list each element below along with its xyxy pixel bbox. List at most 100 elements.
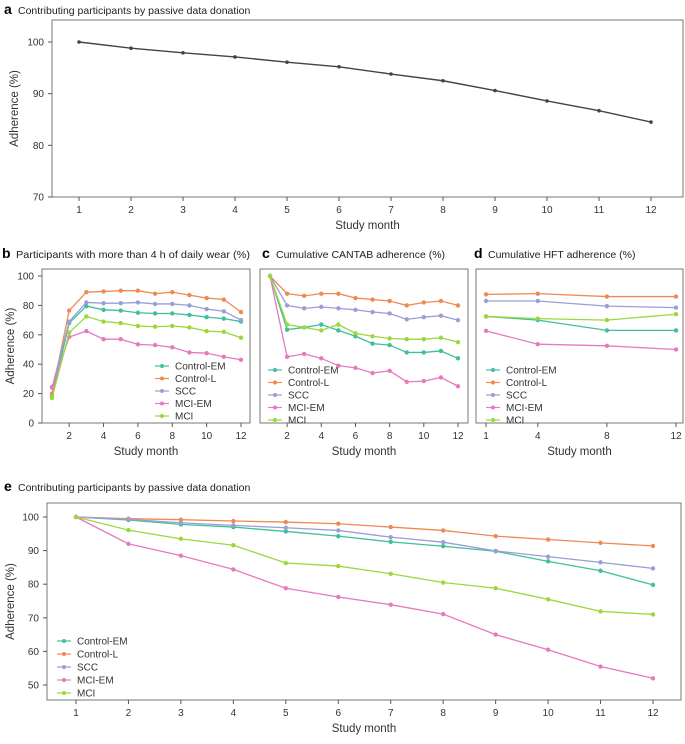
data-point xyxy=(404,303,409,308)
legend-marker xyxy=(160,401,164,406)
data-point xyxy=(353,331,358,336)
data-point xyxy=(438,375,444,380)
data-point xyxy=(84,314,89,319)
legend-marker xyxy=(62,678,66,682)
data-point xyxy=(598,560,603,565)
legend-marker xyxy=(160,414,164,418)
data-point xyxy=(421,378,427,384)
plot-frame xyxy=(46,502,682,701)
data-point xyxy=(535,316,541,321)
plot-frame xyxy=(475,268,684,424)
x-axis-label: Study month xyxy=(335,220,400,232)
data-point xyxy=(284,291,290,296)
data-point xyxy=(118,320,123,326)
data-point xyxy=(152,311,158,316)
data-point xyxy=(152,301,158,307)
x-axis-label: Study month xyxy=(332,446,397,458)
data-point xyxy=(66,319,72,324)
y-tick-label: 60 xyxy=(23,330,35,341)
x-axis-label: Study month xyxy=(114,446,179,458)
y-tick-label: 60 xyxy=(28,647,40,658)
data-point xyxy=(204,295,209,301)
legend-label: SCC xyxy=(288,391,309,402)
data-point xyxy=(387,311,392,316)
x-tick-label: 6 xyxy=(336,205,342,216)
x-tick-label: 1 xyxy=(73,708,79,719)
data-point xyxy=(353,295,358,301)
x-tick-label: 2 xyxy=(66,431,72,442)
data-point xyxy=(221,354,227,360)
legend-label: MCI xyxy=(506,416,524,427)
data-point xyxy=(284,303,290,308)
data-point xyxy=(319,304,324,310)
legend-marker xyxy=(491,368,495,372)
data-point xyxy=(170,289,175,295)
data-point xyxy=(649,120,653,124)
data-point xyxy=(404,317,409,322)
x-tick-label: 6 xyxy=(335,708,341,719)
data-point xyxy=(545,554,551,559)
data-point xyxy=(84,328,89,334)
data-point xyxy=(336,322,341,327)
data-point xyxy=(152,324,158,329)
data-point xyxy=(598,664,603,669)
x-tick-label: 4 xyxy=(535,431,541,442)
data-point xyxy=(187,303,192,308)
series-mci-em xyxy=(73,514,656,681)
plot-frame xyxy=(41,268,251,424)
data-point xyxy=(129,46,133,50)
data-point xyxy=(493,632,498,637)
chart-title: Cumulative HFT adherence (%) xyxy=(488,249,635,261)
data-point xyxy=(650,566,656,571)
legend-marker xyxy=(160,389,164,393)
data-point xyxy=(438,348,444,354)
data-point xyxy=(483,298,489,304)
plot-frame xyxy=(51,19,684,198)
data-point xyxy=(440,544,446,549)
x-tick-label: 4 xyxy=(318,431,324,442)
legend-label: Control-L xyxy=(506,378,548,389)
data-point xyxy=(336,594,341,600)
data-point xyxy=(238,357,244,362)
legend-marker xyxy=(160,364,164,368)
data-point xyxy=(455,303,461,308)
data-point xyxy=(126,527,131,533)
data-point xyxy=(101,307,106,313)
series-mci xyxy=(483,312,679,323)
data-point xyxy=(204,328,209,334)
series-all-participants xyxy=(77,40,653,124)
legend-label: MCI xyxy=(77,689,95,700)
data-point xyxy=(440,540,446,545)
data-point xyxy=(204,350,209,356)
data-point xyxy=(404,379,409,385)
series-scc xyxy=(267,273,461,323)
series-line xyxy=(51,305,242,397)
x-tick-label: 4 xyxy=(232,205,238,216)
legend-label: Control-EM xyxy=(506,366,557,377)
data-point xyxy=(178,553,184,558)
data-point xyxy=(301,306,307,311)
data-point xyxy=(319,356,324,361)
data-point xyxy=(126,517,131,522)
legend-marker xyxy=(273,418,277,422)
y-tick-label: 20 xyxy=(23,389,35,400)
x-tick-label: 2 xyxy=(284,431,290,442)
data-point xyxy=(673,294,679,299)
series-scc xyxy=(483,298,679,310)
data-point xyxy=(178,536,184,542)
x-tick-label: 5 xyxy=(284,205,290,216)
data-point xyxy=(673,328,679,333)
data-point xyxy=(221,309,227,314)
data-point xyxy=(187,325,192,330)
series-line xyxy=(269,275,459,387)
legend-label: Control-L xyxy=(175,374,217,385)
y-tick-label: 80 xyxy=(23,301,35,312)
data-point xyxy=(421,337,427,342)
data-point xyxy=(493,548,498,554)
data-point xyxy=(233,55,237,59)
y-tick-label: 100 xyxy=(27,38,44,49)
series-line xyxy=(75,516,654,616)
data-point xyxy=(535,342,541,347)
data-point xyxy=(493,533,498,539)
data-point xyxy=(336,306,341,311)
